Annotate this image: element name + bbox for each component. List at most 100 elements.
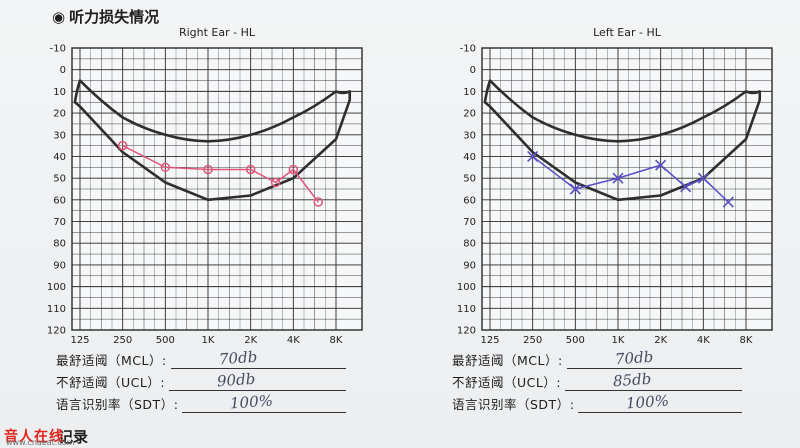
y-tick-label: 80 xyxy=(463,239,476,250)
sdt-value: 100% xyxy=(229,391,274,413)
y-tick-label: 10 xyxy=(463,87,476,98)
data-point-stroke xyxy=(680,181,692,193)
y-tick-label: 20 xyxy=(53,109,66,120)
x-tick-label: 8K xyxy=(740,335,753,346)
y-tick-label: 40 xyxy=(53,152,66,163)
mcl-value: 70db xyxy=(614,347,654,369)
data-point-stroke xyxy=(569,183,581,195)
y-tick-label: 110 xyxy=(47,304,66,315)
data-point xyxy=(722,196,734,208)
ucl-value: 90db xyxy=(216,369,256,391)
y-tick-label: 120 xyxy=(47,326,66,337)
y-tick-label: 80 xyxy=(53,239,66,250)
data-point xyxy=(288,164,299,175)
y-tick-label: 60 xyxy=(463,195,476,206)
mcl-label: 最舒适阈（MCL）: xyxy=(56,353,167,368)
sdt-row: 语言识别率（SDT）: 100% xyxy=(452,391,742,413)
mcl-value: 70db xyxy=(218,347,258,369)
mcl-row: 最舒适阈（MCL）: 70db xyxy=(452,347,742,369)
y-tick-label: 0 xyxy=(60,65,66,76)
y-tick-label: 30 xyxy=(53,130,66,141)
x-tick-label: 250 xyxy=(523,335,542,346)
y-tick-label: -10 xyxy=(460,44,476,55)
y-tick-label: 50 xyxy=(53,174,66,185)
x-tick-label: 125 xyxy=(480,335,499,346)
data-point xyxy=(569,183,581,195)
x-tick-label: 4K xyxy=(697,335,710,346)
data-point xyxy=(697,172,709,184)
y-tick-label: 10 xyxy=(53,87,66,98)
sdt-label: 语言识别率（SDT）: xyxy=(56,397,179,412)
sdt-label: 语言识别率（SDT）: xyxy=(452,397,575,412)
data-point-stroke xyxy=(697,172,709,184)
x-tick-label: 2K xyxy=(244,335,257,346)
plot-title: Left Ear - HL xyxy=(593,26,662,39)
x-tick-label: 1K xyxy=(202,335,215,346)
watermark-logo: 音人在线 xyxy=(4,429,64,445)
mcl-label: 最舒适阈（MCL）: xyxy=(452,353,563,368)
sdt-value: 100% xyxy=(625,391,670,413)
y-tick-label: 70 xyxy=(53,217,66,228)
section-title: 听力损失情况 xyxy=(69,8,160,26)
data-point xyxy=(527,150,539,163)
mcl-field: 70db xyxy=(170,347,346,369)
mcl-field: 70db xyxy=(566,347,742,369)
data-point xyxy=(117,140,128,151)
right-ear-audiogram: Right Ear - HL -10 0 10 20 30 40 50 60 70 80 90 100 1… xyxy=(0,24,370,354)
data-point-stroke xyxy=(655,159,667,171)
y-tick-label: 100 xyxy=(47,282,66,293)
y-tick-label: 110 xyxy=(457,304,476,315)
sdt-row: 语言识别率（SDT）: 100% xyxy=(56,391,346,413)
y-tick-label: 90 xyxy=(463,260,476,271)
data-point xyxy=(655,159,667,171)
ucl-label: 不舒适阈（UCL）: xyxy=(452,375,562,390)
mcl-row: 最舒适阈（MCL）: 70db xyxy=(56,347,346,369)
plot-title: Right Ear - HL xyxy=(179,26,256,39)
watermark-url: www.cnaeat.com xyxy=(6,438,75,447)
sdt-field: 100% xyxy=(578,391,742,413)
data-point xyxy=(203,164,213,175)
x-tick-label: 8K xyxy=(330,335,343,346)
x-tick-label: 250 xyxy=(113,335,132,346)
y-tick-label: 30 xyxy=(463,130,476,141)
ucl-value: 85db xyxy=(612,369,652,391)
right-ear-results: 最舒适阈（MCL）: 70db 不舒适阈（UCL）: 90db 语言识别率（SD… xyxy=(56,347,346,413)
x-tick-label: 125 xyxy=(70,335,89,346)
data-point xyxy=(612,172,624,184)
left-ear-plot: Left Ear - HL -10 0 10 20 30 40 50 60 70 80 90 100 11… xyxy=(457,26,773,346)
right-ear-plot: Right Ear - HL -10 0 10 20 30 40 50 60 70 80 90 100 1… xyxy=(47,26,363,346)
left-ear-audiogram: Left Ear - HL -10 0 10 20 30 40 50 60 70 80 90 100 11… xyxy=(410,24,780,354)
data-point xyxy=(680,181,692,193)
left-ear-results: 最舒适阈（MCL）: 70db 不舒适阈（UCL）: 85db 语言识别率（SD… xyxy=(452,347,742,413)
y-tick-label: 90 xyxy=(53,260,66,271)
y-tick-label: 40 xyxy=(463,152,476,163)
section-2-heading: 记录 xyxy=(58,426,88,447)
section-2-title: 记录 xyxy=(58,428,89,446)
x-tick-label: 1K xyxy=(612,335,625,346)
ucl-field: 85db xyxy=(565,369,742,391)
y-tick-label: 50 xyxy=(463,174,476,185)
series-line xyxy=(122,144,319,203)
y-tick-label: -10 xyxy=(50,44,66,55)
y-tick-label: 60 xyxy=(53,195,66,206)
y-tick-label: 20 xyxy=(463,109,476,120)
x-tick-label: 500 xyxy=(566,335,585,346)
ucl-label: 不舒适阈（UCL）: xyxy=(56,375,166,390)
data-point-stroke xyxy=(722,196,734,208)
x-tick-label: 500 xyxy=(156,335,175,346)
ucl-row: 不舒适阈（UCL）: 90db xyxy=(56,369,346,391)
data-point-stroke xyxy=(527,150,539,163)
section-heading: ◉ 听力损失情况 xyxy=(52,6,159,27)
data-point xyxy=(270,177,281,188)
data-point xyxy=(245,164,256,175)
y-tick-label: 100 xyxy=(457,282,476,293)
x-tick-label: 2K xyxy=(654,335,667,346)
y-tick-label: 0 xyxy=(470,65,476,76)
data-point-stroke xyxy=(612,172,624,184)
speech-banana xyxy=(483,79,762,202)
data-point xyxy=(160,162,171,173)
sdt-field: 100% xyxy=(182,391,346,413)
bullet-icon: ◉ xyxy=(52,8,66,26)
speech-banana xyxy=(73,79,352,202)
